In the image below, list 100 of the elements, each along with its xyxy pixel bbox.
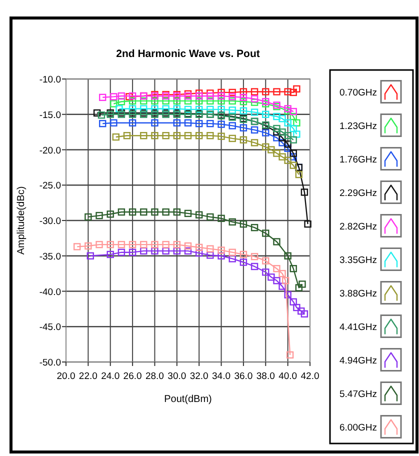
point — [240, 220, 248, 228]
point — [151, 105, 158, 112]
legend-label: 1.23GHz — [340, 120, 378, 132]
y-axis-title: Amplitude(dBc) — [16, 186, 27, 255]
point — [250, 98, 258, 106]
point — [228, 97, 236, 105]
point — [286, 351, 294, 359]
point — [298, 307, 305, 315]
point — [151, 240, 158, 248]
point — [140, 105, 148, 112]
point — [300, 310, 308, 318]
legend-label: 3.88GHz — [340, 288, 378, 300]
point — [206, 132, 214, 140]
legend-label: 4.94GHz — [340, 355, 378, 366]
point — [140, 97, 148, 105]
point — [273, 128, 280, 136]
point — [228, 122, 236, 130]
point — [162, 240, 170, 248]
point — [284, 88, 292, 96]
point — [290, 88, 297, 96]
point — [273, 265, 280, 272]
point — [304, 220, 312, 228]
point — [140, 132, 148, 140]
y-tick-label: -40.0 — [39, 286, 61, 298]
legend-label: 0.70GHz — [340, 87, 378, 98]
point — [218, 132, 225, 140]
point — [284, 156, 292, 164]
point — [173, 119, 181, 126]
point — [118, 240, 126, 248]
x-tick-label: 34.0 — [212, 371, 231, 382]
point — [93, 109, 101, 117]
point — [184, 119, 192, 126]
point — [250, 95, 258, 102]
point — [151, 208, 158, 216]
point — [206, 245, 214, 252]
point — [228, 93, 236, 100]
point — [184, 92, 192, 100]
legend-label: 4.41GHz — [340, 322, 378, 333]
point — [195, 211, 203, 218]
legend-label: 5.47GHz — [340, 388, 378, 400]
point — [262, 129, 270, 136]
point — [290, 108, 297, 116]
point — [84, 213, 92, 221]
point — [278, 115, 286, 122]
point — [86, 252, 94, 260]
point — [268, 146, 275, 154]
point — [184, 242, 192, 250]
x-tick-label: 24.0 — [101, 371, 120, 382]
x-tick-label: 20.0 — [56, 371, 76, 382]
point — [250, 108, 258, 116]
point — [140, 208, 148, 216]
y-tick-label: -20.0 — [39, 145, 61, 156]
point — [173, 240, 181, 248]
point — [295, 170, 303, 178]
y-tick-label: -50.0 — [39, 358, 61, 368]
point — [162, 208, 170, 216]
y-tick-label: -30.0 — [39, 216, 61, 227]
point — [262, 230, 270, 237]
point — [195, 120, 203, 128]
point — [184, 247, 192, 255]
point — [128, 119, 136, 126]
point — [128, 92, 136, 100]
point — [240, 136, 248, 144]
point — [278, 270, 286, 278]
point — [250, 126, 258, 134]
point — [184, 106, 192, 114]
point — [173, 208, 181, 216]
point — [173, 132, 181, 140]
point — [128, 208, 136, 216]
point — [195, 249, 203, 257]
point — [293, 85, 300, 93]
point — [282, 277, 290, 284]
x-tick-label: 32.0 — [190, 371, 208, 382]
point — [284, 140, 292, 148]
point — [162, 132, 170, 140]
point — [151, 132, 158, 140]
point — [284, 291, 292, 298]
point — [118, 208, 126, 216]
y-tick-label: -45.0 — [39, 322, 61, 334]
point — [278, 128, 286, 136]
point — [140, 240, 148, 248]
x-tick-label: 26.0 — [123, 371, 142, 382]
point — [273, 150, 280, 157]
point — [284, 132, 292, 140]
point — [290, 112, 297, 120]
point — [110, 93, 118, 100]
point — [262, 110, 270, 118]
point — [250, 262, 258, 270]
point — [240, 124, 248, 132]
point — [118, 92, 126, 100]
point — [228, 106, 236, 114]
point — [106, 210, 114, 218]
y-tick-label: -35.0 — [39, 251, 61, 262]
point — [290, 162, 297, 169]
x-tick-label: 38.0 — [256, 371, 275, 382]
point — [184, 210, 192, 218]
point — [112, 133, 120, 141]
y-tick-label: -25.0 — [39, 180, 61, 192]
point — [298, 280, 306, 288]
point — [218, 97, 225, 105]
